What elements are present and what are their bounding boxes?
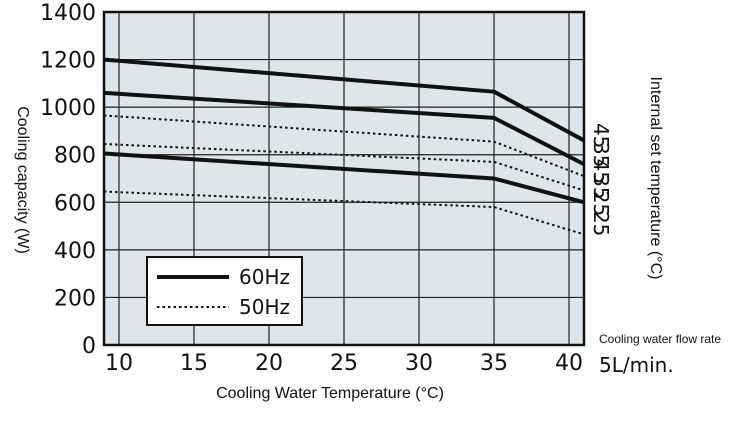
- y-tick-label: 0: [82, 334, 96, 359]
- y-tick-label: 1200: [40, 49, 96, 74]
- series-line-45-50Hz: [103, 114, 585, 178]
- series-line-25-60Hz: [103, 151, 585, 205]
- x-tick-label: 35: [480, 351, 508, 376]
- flow-rate-value: 5L/min.: [599, 353, 674, 377]
- y-axis-title: Cooling capacity (W): [14, 106, 31, 254]
- legend-box: [146, 256, 303, 326]
- series-line-25-50Hz: [103, 190, 585, 236]
- series-line-35-50Hz: [103, 143, 585, 192]
- legend-label: 60Hz: [239, 265, 290, 289]
- right-axis-title: Internal set temperature (°C): [647, 77, 664, 280]
- y-tick-label: 1000: [40, 96, 96, 121]
- y-tick-label: 200: [54, 286, 96, 311]
- x-axis-title: Cooling Water Temperature (°C): [216, 385, 444, 402]
- series-line-35-60Hz: [103, 90, 585, 167]
- series-label: 35: [589, 174, 613, 199]
- x-tick-label: 40: [555, 351, 583, 376]
- flow-rate-label: Cooling water flow rate: [599, 332, 721, 346]
- x-tick-label: 30: [405, 351, 433, 376]
- y-tick-label: 1400: [40, 1, 96, 26]
- y-tick-label: 400: [54, 239, 96, 264]
- series-label: 35: [589, 142, 613, 167]
- legend-label: 50Hz: [239, 295, 290, 319]
- series-label: 25: [589, 191, 613, 216]
- y-tick-label: 800: [54, 144, 96, 169]
- plot-frame: [102, 10, 586, 347]
- x-tick-label: 25: [330, 351, 358, 376]
- x-tick-label: 10: [105, 351, 133, 376]
- series-label: 45: [589, 123, 613, 148]
- series-line-45-60Hz: [103, 57, 585, 143]
- series-label: 25: [589, 211, 613, 236]
- y-tick-label: 600: [54, 191, 96, 216]
- x-tick-label: 20: [255, 351, 283, 376]
- series-label: 45: [589, 159, 613, 184]
- x-tick-label: 15: [180, 351, 208, 376]
